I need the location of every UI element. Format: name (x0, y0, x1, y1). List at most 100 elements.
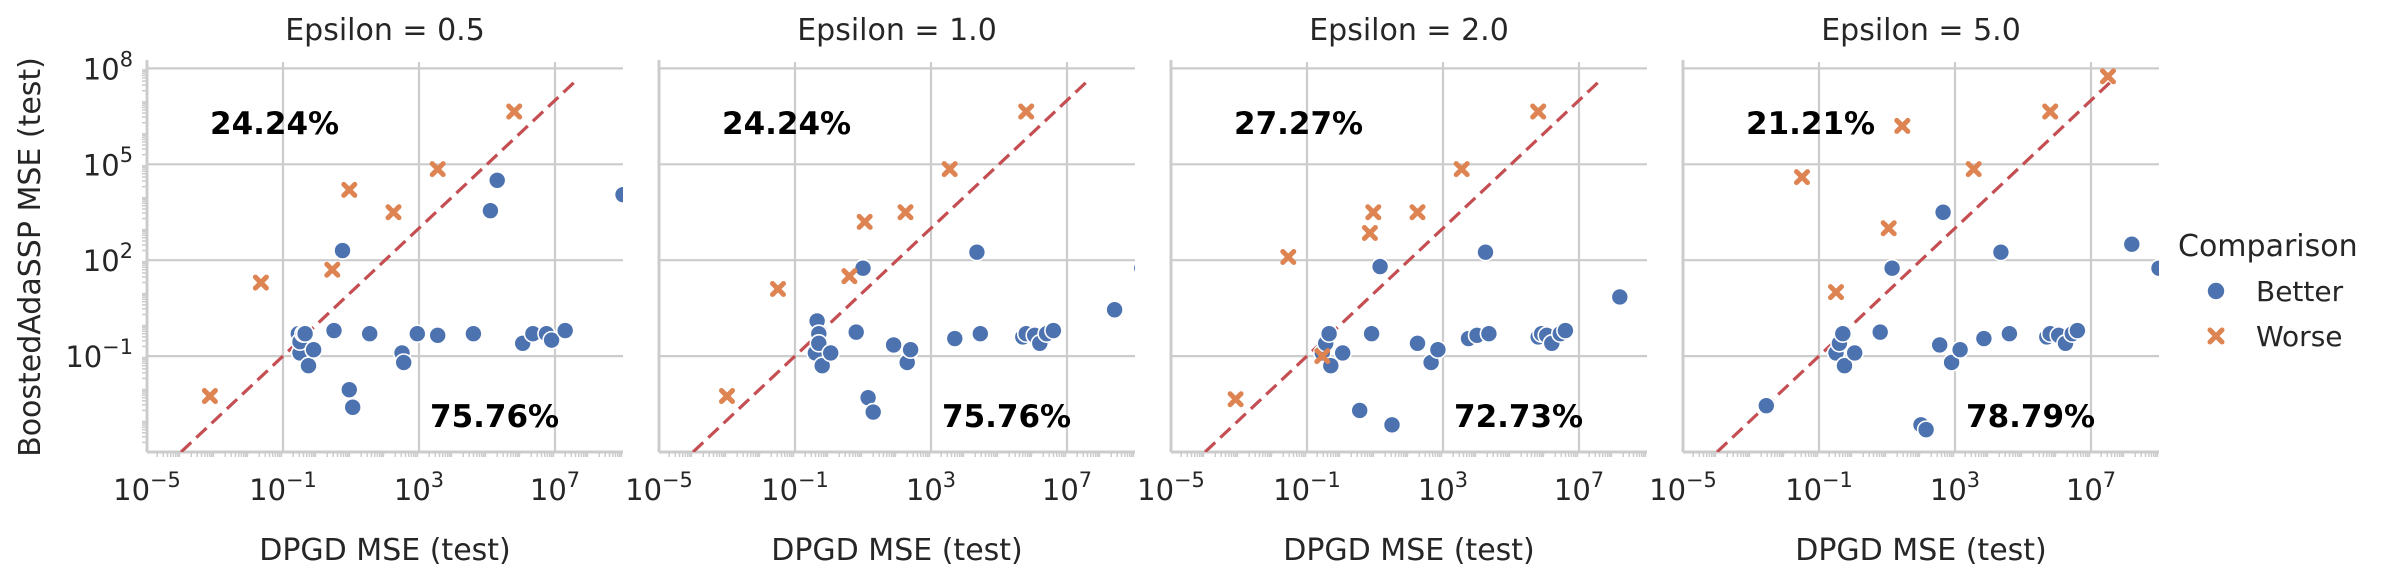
point-worse (324, 261, 341, 278)
point-worse (1227, 391, 1244, 408)
point-better (1362, 324, 1381, 344)
point-worse-mark (897, 204, 914, 221)
x-tick-label: 10−1 (1785, 468, 1853, 507)
point-better (1942, 353, 1961, 372)
point-better (1916, 420, 1936, 439)
point-worse (2042, 103, 2059, 120)
legend-label: Worse (2256, 320, 2343, 353)
x-tick-label: 10−5 (1137, 468, 1205, 507)
y-tick-label: 102 (83, 239, 133, 278)
point-better (638, 256, 655, 273)
point-better (1950, 340, 1970, 360)
x-tick-label: 107 (2066, 468, 2116, 507)
point-better (1350, 401, 1369, 420)
point-better (464, 324, 483, 344)
better-percentage: 78.79% (1966, 399, 2095, 435)
point-worse-mark (719, 388, 735, 405)
point-better (2122, 234, 2142, 254)
x-tick-label: 10−1 (249, 468, 317, 507)
point-worse (1018, 103, 1035, 120)
point-better (863, 402, 883, 422)
point-worse-mark (1894, 117, 1911, 134)
point-worse-mark (1453, 161, 1470, 178)
point-better (1333, 343, 1352, 363)
point-better (1835, 356, 1854, 375)
point-better (1319, 324, 1339, 344)
point-worse-mark (2042, 103, 2059, 120)
point-better (542, 330, 561, 350)
point-worse (429, 161, 446, 178)
x-tick-label: 103 (394, 468, 444, 507)
point-worse-mark (1314, 348, 1331, 365)
point-worse (841, 268, 858, 285)
legend-entry-better: Better (2206, 275, 2344, 308)
point-better (967, 242, 987, 262)
y-tick-label: 10−1 (65, 335, 133, 374)
point-worse-mark (324, 261, 341, 278)
y-tick-label: 105 (83, 143, 133, 182)
point-better (1476, 242, 1495, 262)
panel-title: Epsilon = 0.5 (285, 13, 485, 48)
y-tick-label: 108 (83, 47, 133, 86)
x-tick-label: 10−5 (625, 468, 693, 507)
reference-line-y-equals-x (179, 81, 575, 452)
point-better (343, 397, 363, 417)
point-worse-mark (429, 161, 446, 178)
point-better (339, 380, 359, 399)
point-worse-mark (2100, 68, 2116, 85)
panel-title: Epsilon = 5.0 (1821, 13, 2021, 48)
x-axis-label: DPGD MSE (test) (1795, 533, 2047, 568)
point-better (487, 170, 507, 190)
point-worse-mark (1018, 103, 1035, 120)
worse-percentage: 24.24% (722, 106, 851, 142)
point-worse (1530, 103, 1547, 120)
point-better (360, 324, 380, 344)
point-better (1930, 335, 1949, 355)
panel-title: Epsilon = 1.0 (797, 13, 997, 48)
point-better (1870, 322, 1890, 342)
point-worse (1453, 161, 1470, 178)
point-worse (1409, 204, 1426, 221)
point-better (2149, 258, 2159, 278)
point-better (555, 321, 575, 340)
point-worse (941, 161, 958, 178)
point-worse-mark (770, 280, 786, 297)
point-worse-mark (941, 161, 958, 178)
point-worse-mark (1965, 161, 1982, 178)
point-better (1479, 324, 1499, 344)
reference-line-y-equals-x (1715, 81, 2111, 452)
point-worse-mark (201, 388, 218, 405)
x-tick-label: 10−1 (1273, 468, 1341, 507)
point-better (1556, 321, 1575, 340)
point-worse (341, 181, 358, 198)
point-worse-mark (1227, 391, 1244, 408)
point-better (970, 324, 990, 344)
x-axis-label: DPGD MSE (test) (1283, 533, 1535, 568)
point-better (2000, 324, 2019, 344)
x-tick-label: 103 (906, 468, 956, 507)
panel-4: 10−5 10−1 103 107 Epsilon = 5.0 DPGD MSE (tes… (1649, 13, 2159, 568)
point-worse-mark (1280, 249, 1297, 265)
point-worse-mark (841, 268, 858, 285)
legend-label: Better (2256, 275, 2344, 308)
better-percentage: 72.73% (1454, 399, 1583, 435)
point-better (304, 340, 323, 360)
legend-title: Comparison (2178, 229, 2358, 264)
x-tick-label: 107 (530, 468, 580, 507)
point-better (394, 353, 414, 372)
reference-line-y-equals-x (691, 81, 1087, 452)
x-tick-label: 107 (1554, 468, 1604, 507)
point-worse-mark (1365, 204, 1382, 221)
point-better (299, 356, 318, 375)
point-worse (2100, 68, 2116, 85)
point-worse (1365, 204, 1382, 221)
point-better (1833, 324, 1853, 344)
x-tick-label: 107 (1042, 468, 1092, 507)
point-worse-mark (1361, 225, 1378, 242)
point-worse-mark (856, 213, 873, 230)
point-better (1933, 202, 1953, 222)
worse-percentage: 27.27% (1234, 106, 1363, 142)
point-better (846, 322, 866, 342)
point-better (853, 258, 873, 278)
point-better (1382, 415, 1402, 435)
